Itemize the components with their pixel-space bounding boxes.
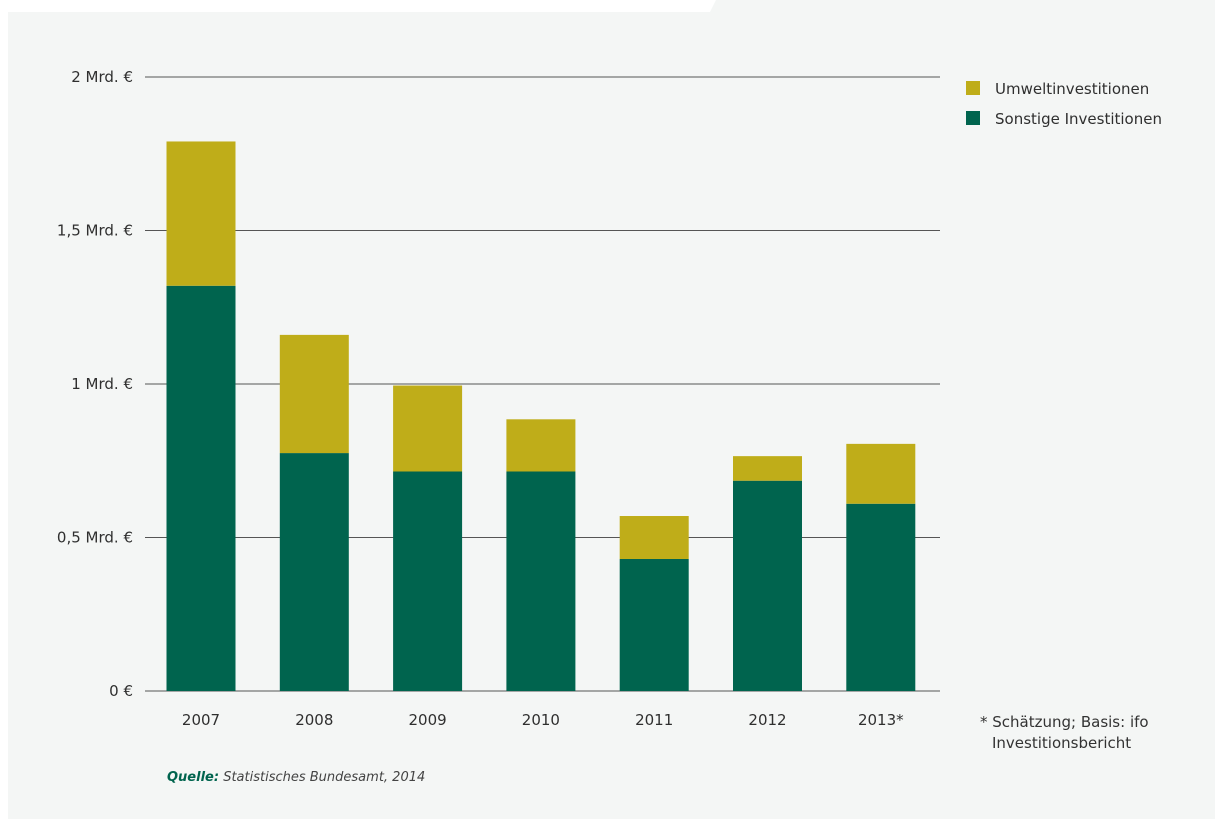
x-tick-label-4: 2011 <box>635 711 673 729</box>
bar-2009-series-0 <box>393 471 463 691</box>
footnote-line-2: Investitionsbericht <box>992 734 1132 752</box>
y-tick-label-0: 0 € <box>109 682 133 700</box>
bar-2012-series-1 <box>733 456 802 481</box>
y-tick-label-3: 1,5 Mrd. € <box>57 222 133 240</box>
x-tick-label-2: 2009 <box>409 711 447 729</box>
bar-2011-series-0 <box>619 558 689 691</box>
legend-label-0: Umweltinvestitionen <box>995 80 1149 98</box>
footnote-line-1: * Schätzung; Basis: ifo <box>980 713 1149 731</box>
legend-label-1: Sonstige Investitionen <box>995 110 1162 128</box>
legend-swatch-1 <box>966 111 980 125</box>
source-label: Quelle: <box>167 770 220 785</box>
x-tick-label-3: 2010 <box>522 711 560 729</box>
bar-2007-series-0 <box>166 285 236 691</box>
footnote: * Schätzung; Basis: ifo Investitionsberi… <box>980 712 1210 754</box>
x-tick-label-1: 2008 <box>295 711 333 729</box>
y-tick-label-2: 1 Mrd. € <box>71 375 133 393</box>
y-tick-label-1: 0,5 Mrd. € <box>57 529 133 547</box>
bar-2012-series-0 <box>733 480 802 691</box>
bar-2013-series-0 <box>846 503 916 691</box>
x-tick-label-6: 2013* <box>858 711 904 729</box>
bar-2009-series-1 <box>393 385 463 472</box>
x-tick-label-0: 2007 <box>182 711 220 729</box>
x-axis: 2007 2008 2009 2010 2011 2012 2013* <box>182 711 904 729</box>
legend-swatch-0 <box>966 81 980 95</box>
source-note: Quelle: Statistisches Bundesamt, 2014 <box>167 770 425 785</box>
y-tick-label-4: 2 Mrd. € <box>71 68 133 86</box>
x-tick-label-5: 2012 <box>748 711 786 729</box>
legend: Umweltinvestitionen Sonstige Investitione… <box>966 80 1162 128</box>
y-axis: 0 € 0,5 Mrd. € 1 Mrd. € 1,5 Mrd. € 2 Mrd. € <box>57 68 133 700</box>
panel-tab <box>710 0 1215 12</box>
bar-2007-series-1 <box>166 141 236 286</box>
bar-2008-series-1 <box>279 334 349 454</box>
bars <box>166 141 916 691</box>
bar-2010-series-0 <box>506 471 576 691</box>
source-text: Statistisches Bundesamt, 2014 <box>219 770 426 785</box>
bar-2008-series-0 <box>279 453 349 691</box>
bar-2013-series-1 <box>846 443 916 504</box>
bar-2011-series-1 <box>619 516 689 559</box>
bar-2010-series-1 <box>506 419 576 472</box>
